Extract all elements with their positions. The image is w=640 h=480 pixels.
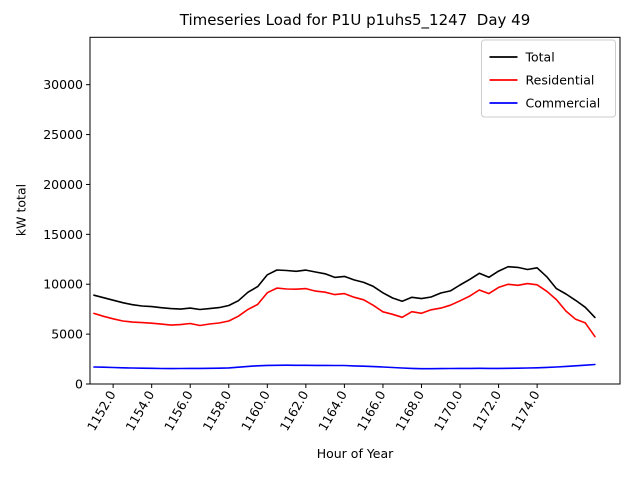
commercial-line bbox=[93, 363, 596, 370]
x-tick-label: 1152.0 bbox=[84, 388, 119, 433]
y-tick-label: 15000 bbox=[43, 227, 83, 242]
x-tick-label: 1172.0 bbox=[469, 388, 504, 433]
residential-line bbox=[93, 282, 596, 338]
x-tick-label: 1154.0 bbox=[122, 388, 157, 433]
y-tick-label: 20000 bbox=[43, 177, 83, 192]
x-tick-label: 1174.0 bbox=[508, 388, 543, 433]
x-tick-label: 1168.0 bbox=[392, 388, 427, 433]
y-tick-label: 0 bbox=[75, 377, 83, 392]
x-axis-label: Hour of Year bbox=[316, 446, 394, 461]
legend-residential-label: Residential bbox=[526, 73, 595, 88]
legend-box bbox=[481, 39, 616, 118]
x-tick-label: 1162.0 bbox=[277, 388, 312, 433]
y-tick-label: 5000 bbox=[51, 327, 83, 342]
legend-total-label: Total bbox=[525, 50, 555, 65]
x-tick-label: 1164.0 bbox=[315, 388, 350, 433]
x-tick-label: 1166.0 bbox=[354, 388, 389, 433]
chart-title: Timeseries Load for P1U p1uhs5_1247 Day … bbox=[179, 11, 531, 29]
x-tick-label: 1158.0 bbox=[199, 388, 234, 433]
x-tick-label: 1156.0 bbox=[161, 388, 196, 433]
total-line bbox=[93, 265, 596, 319]
y-tick-label: 25000 bbox=[43, 127, 83, 142]
x-tick-label: 1170.0 bbox=[431, 388, 466, 433]
y-tick-label: 30000 bbox=[43, 77, 83, 92]
x-tick-label: 1160.0 bbox=[238, 388, 273, 433]
legend-commercial-label: Commercial bbox=[526, 96, 601, 111]
y-tick-label: 10000 bbox=[43, 277, 83, 292]
